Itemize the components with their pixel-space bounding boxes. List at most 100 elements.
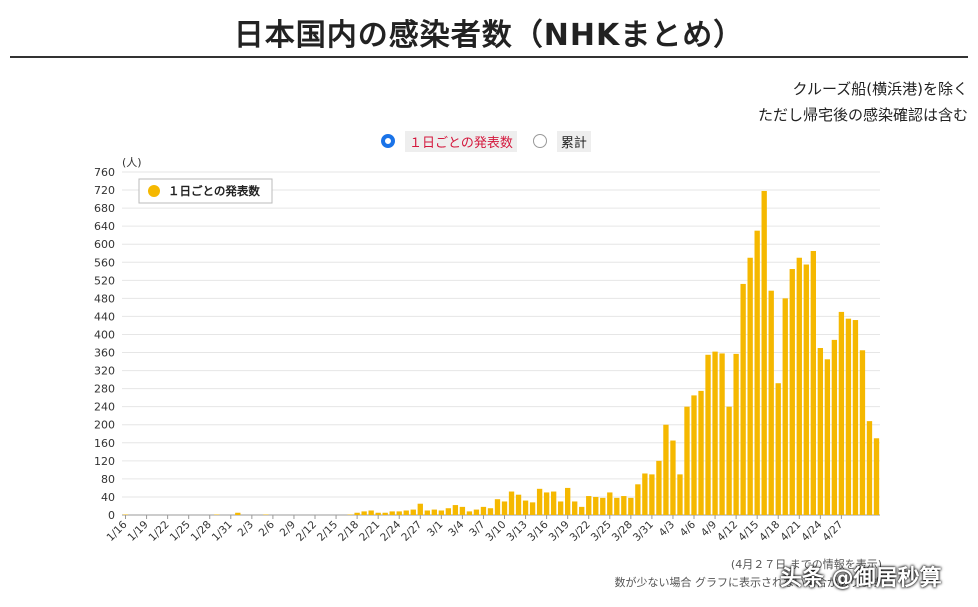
bar (536, 488, 543, 515)
bar (817, 348, 824, 515)
x-tick-label: 3/31 (631, 519, 656, 544)
x-tick-label: 4/18 (757, 519, 782, 544)
x-tick-label: 2/6 (257, 518, 278, 539)
bar (522, 500, 529, 515)
bar (515, 494, 522, 515)
bar (557, 501, 564, 515)
x-tick-label: 3/16 (526, 518, 551, 543)
y-tick-label: 760 (94, 166, 115, 179)
legend-box (138, 178, 273, 204)
x-tick-label: 3/10 (483, 519, 508, 544)
bar (691, 395, 697, 515)
bar (642, 473, 648, 515)
y-tick-label: 720 (94, 184, 115, 197)
bar (382, 512, 388, 515)
bar (712, 351, 718, 515)
y-tick-label: 520 (94, 274, 115, 287)
bar (677, 474, 683, 515)
y-tick-label: 320 (94, 365, 115, 378)
page-title: 日本国内の感染者数（NHKまとめ） (233, 18, 745, 53)
cumulative-radio[interactable] (532, 134, 547, 148)
bar (543, 492, 550, 515)
bar (396, 511, 402, 515)
note-line-1: クルーズ船(横浜港)を除く (792, 80, 968, 98)
bar (761, 190, 767, 515)
y-tick-label: 560 (94, 256, 115, 269)
bar (473, 509, 480, 515)
x-tick-label: 4/3 (657, 519, 677, 539)
bar (579, 506, 585, 515)
daily-option-label[interactable]: １日ごとの発表数 (405, 130, 517, 152)
view-toggle: １日ごとの発表数 累計 (0, 130, 978, 152)
y-tick-label: 680 (94, 202, 115, 215)
x-tick-label: 3/25 (589, 519, 614, 544)
title-divider (10, 56, 968, 58)
x-tick-label: 1/22 (147, 519, 172, 544)
bar (789, 269, 795, 515)
bar (614, 497, 620, 515)
bar (403, 510, 409, 515)
bar (410, 509, 416, 515)
bar (368, 510, 374, 515)
legend-label: １日ごとの発表数 (168, 184, 260, 198)
x-tick-label: 1/25 (168, 519, 193, 544)
x-tick-label: 1/19 (126, 519, 151, 544)
bar (431, 509, 437, 515)
bar (424, 510, 430, 515)
bar (487, 508, 494, 515)
bar (600, 497, 606, 515)
bar (550, 491, 557, 515)
bar (438, 510, 445, 515)
x-tick-label: 2/3 (236, 519, 256, 539)
y-tick-label: 200 (94, 419, 115, 432)
x-tick-label: 3/28 (610, 519, 635, 544)
bar (782, 298, 788, 515)
x-tick-label: 4/24 (799, 518, 824, 543)
bar (593, 496, 599, 515)
bar (810, 250, 816, 515)
bar (684, 406, 690, 515)
bar (768, 290, 774, 515)
bar (235, 512, 241, 515)
x-tick-label: 4/27 (820, 519, 845, 544)
y-axis-unit: (人) (122, 156, 142, 169)
bar (873, 438, 880, 515)
bar (670, 440, 676, 515)
y-tick-label: 280 (94, 383, 115, 396)
bar (480, 506, 487, 515)
x-tick-label: 2/21 (357, 519, 382, 544)
bar (354, 512, 360, 515)
bar (417, 503, 423, 515)
bar-chart: 0 40 80 120 160 200 240 280 320 360 400 440 480 520 56… (94, 156, 880, 544)
x-tick-label: 1/16 (104, 518, 129, 543)
bar (621, 496, 627, 515)
bar (754, 230, 760, 515)
y-tick-label: 40 (101, 491, 115, 504)
x-tick-label: 2/15 (315, 519, 340, 544)
bar (803, 264, 809, 515)
bar (361, 511, 367, 515)
bar (494, 499, 501, 515)
x-tick-label: 4/21 (778, 519, 803, 544)
bar (831, 339, 838, 515)
bar (726, 406, 732, 515)
cumulative-option-label[interactable]: 累計 (556, 130, 591, 152)
chart-notes: クルーズ船(横浜港)を除く ただし帰宅後の感染確認は含む (758, 76, 968, 128)
x-tick-label: 2/18 (336, 519, 361, 544)
bar (375, 512, 381, 515)
bar (775, 383, 781, 515)
x-tick-label: 1/31 (210, 519, 235, 544)
bar (508, 491, 515, 515)
bar (698, 390, 704, 515)
note-line-2: ただし帰宅後の感染確認は含む (757, 106, 968, 124)
y-tick-label: 480 (94, 292, 115, 305)
x-tick-label: 3/22 (568, 519, 593, 544)
y-tick-label: 240 (94, 401, 115, 414)
bar (628, 497, 634, 515)
y-tick-label: 360 (94, 347, 115, 360)
bar (586, 496, 592, 515)
x-tick-label: 3/4 (446, 518, 467, 539)
legend-marker (148, 185, 160, 197)
bar (733, 353, 739, 515)
daily-radio[interactable] (381, 134, 396, 148)
